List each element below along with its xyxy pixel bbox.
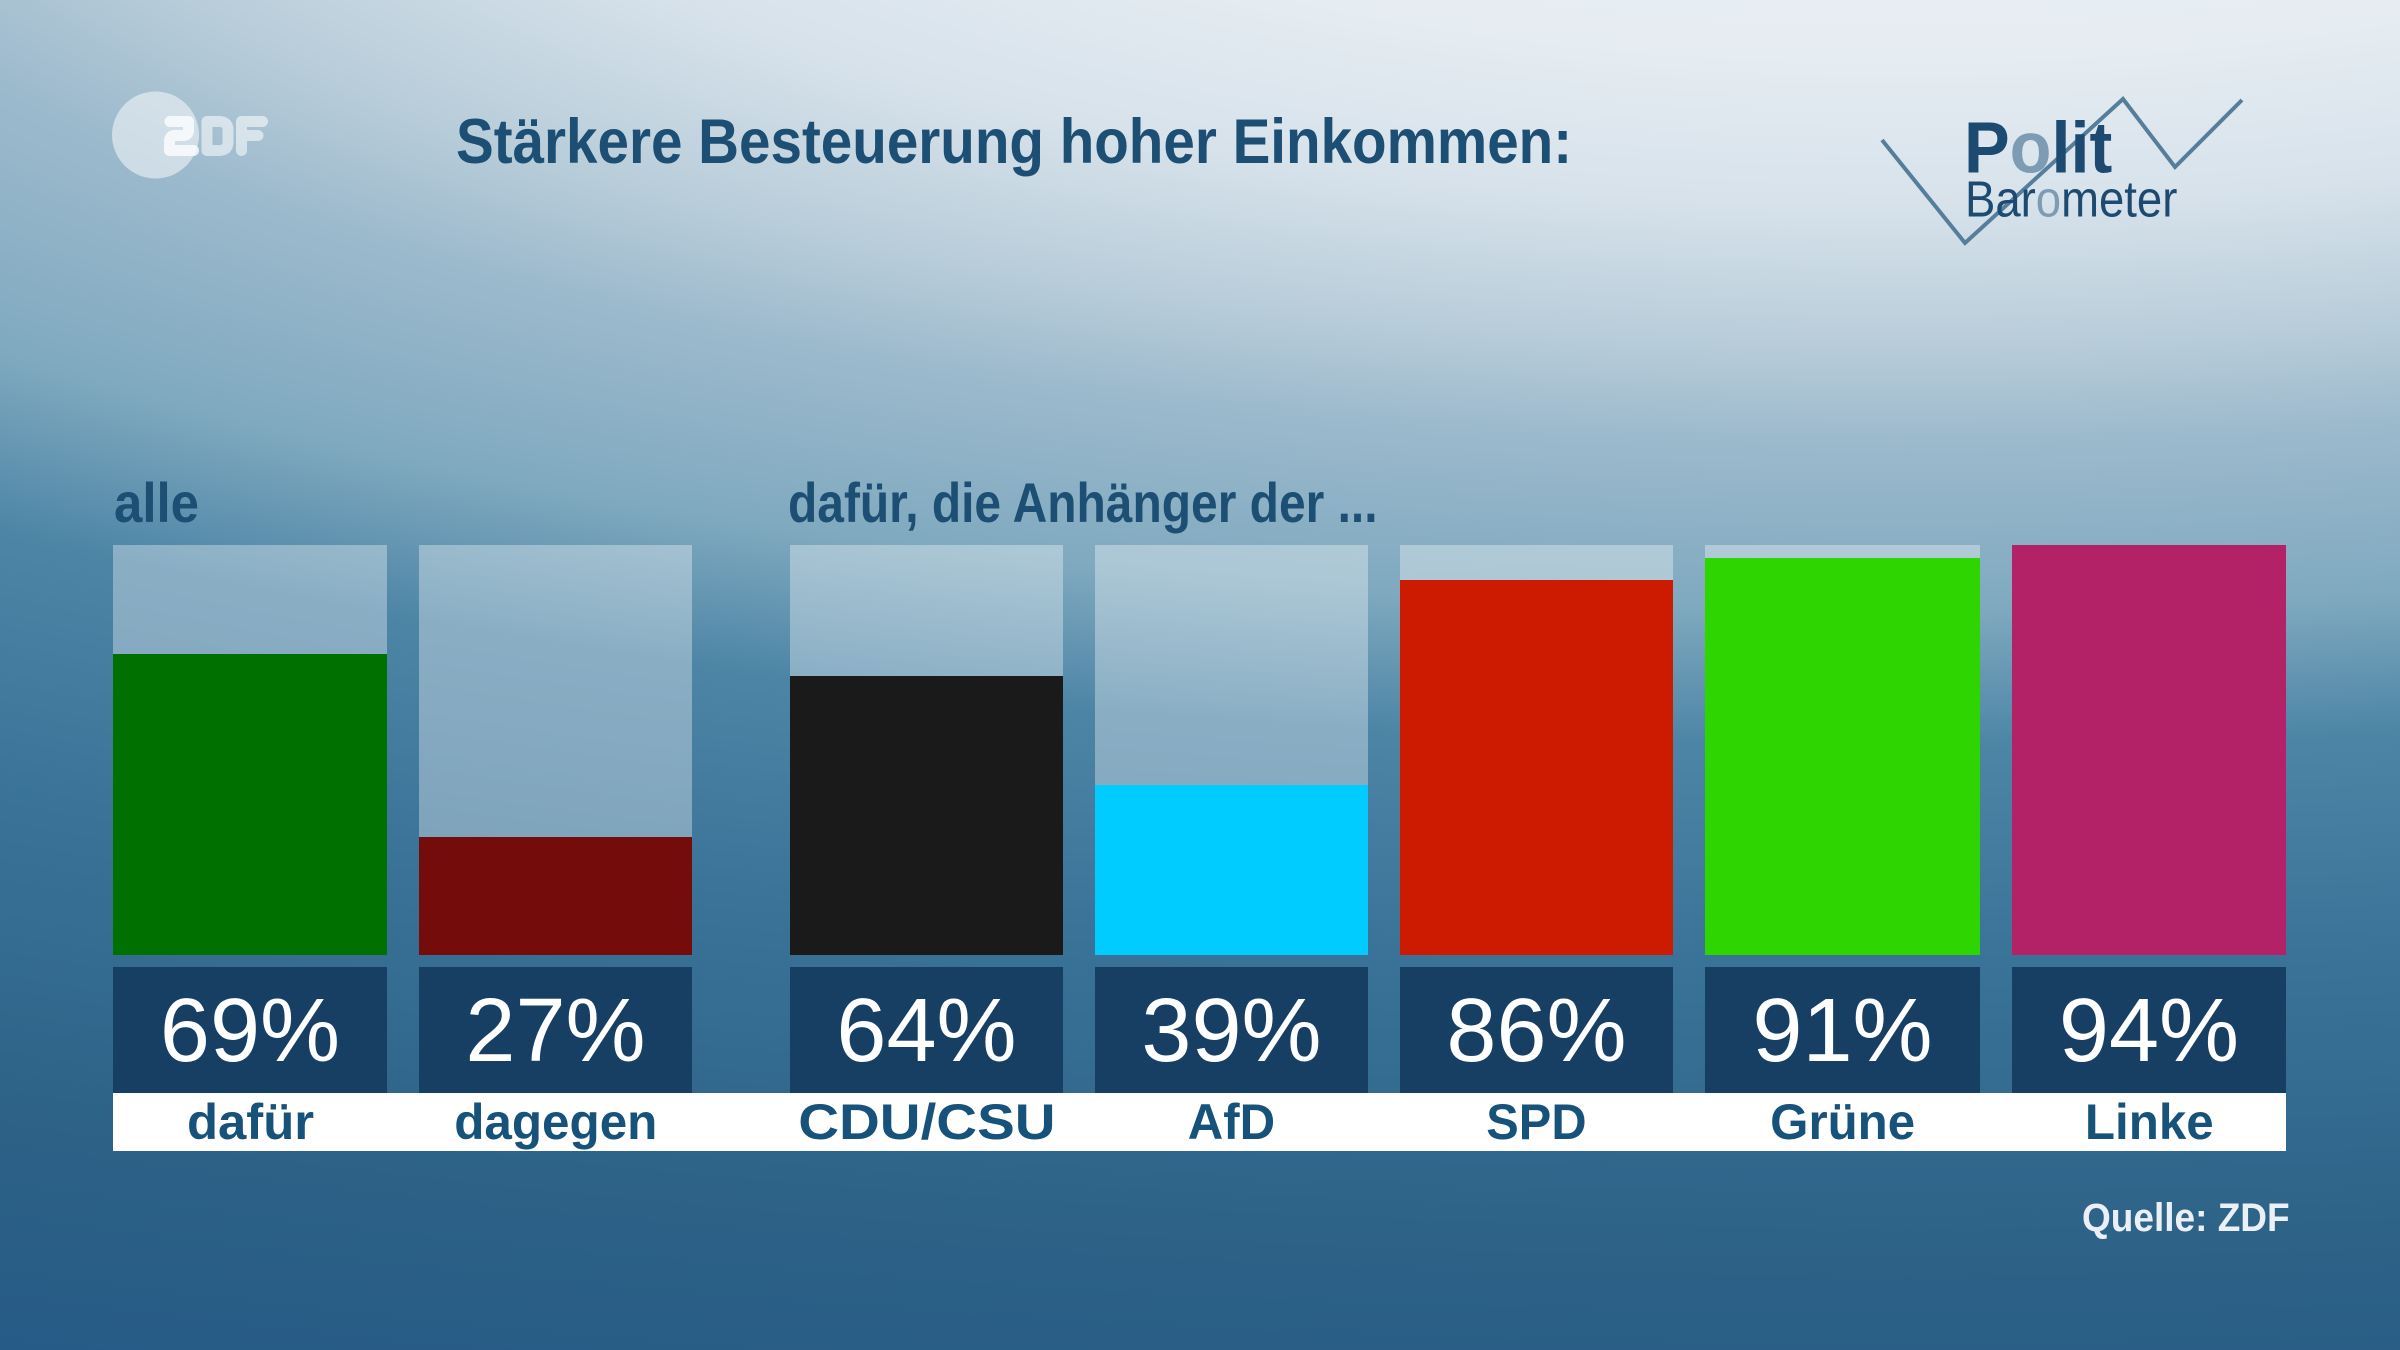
svg-text:Barometer: Barometer bbox=[1965, 171, 2177, 228]
svg-text:Polit: Polit bbox=[1964, 107, 2112, 188]
